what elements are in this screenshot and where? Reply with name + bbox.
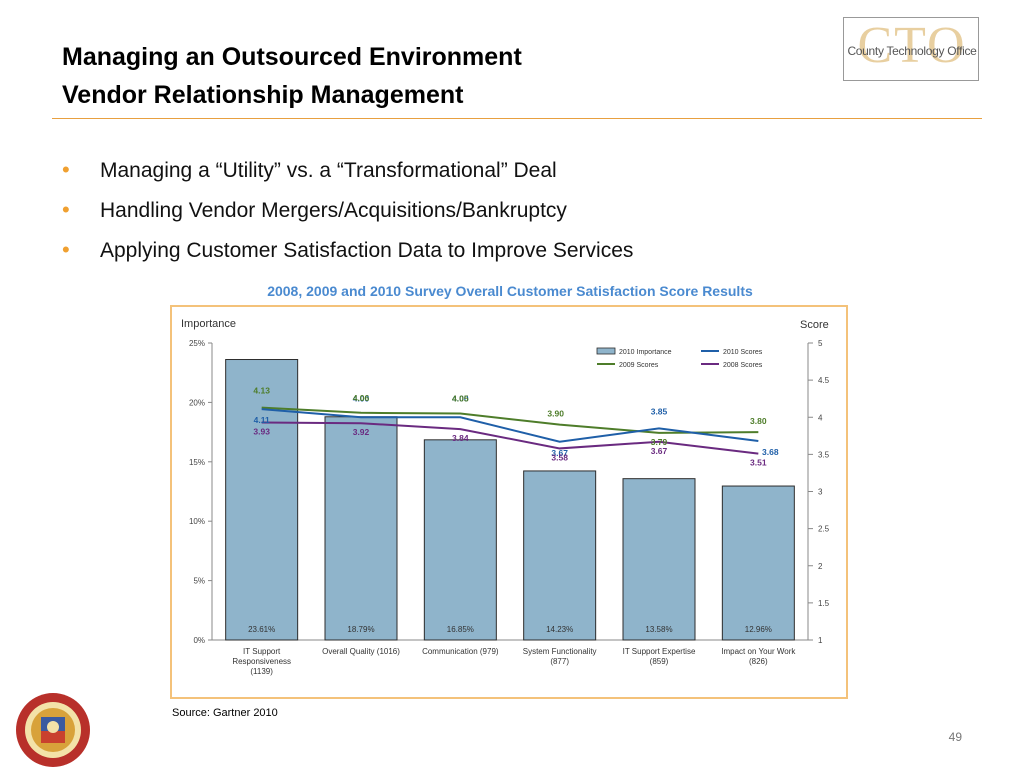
bar-value-label: 13.58% [645, 625, 672, 634]
data-label: 4.11 [254, 415, 270, 425]
x-tick-label: Impact on Your Work [721, 647, 796, 656]
y-axis-right-title: Score [800, 319, 829, 331]
bullet-list: • Managing a “Utility” vs. a “Transformat… [62, 150, 633, 270]
x-tick-label: System Functionality [523, 647, 597, 656]
y-tick-label-left: 0% [193, 636, 205, 645]
legend-label: 2009 Scores [619, 362, 659, 369]
x-tick-label: (826) [749, 657, 768, 666]
y-tick-label-right: 3.5 [818, 450, 830, 459]
bar-importance [721, 485, 795, 641]
y-tick-label-left: 20% [189, 398, 205, 407]
logo-text: County Technology Office [847, 44, 977, 58]
legend-label: 2010 Scores [723, 349, 763, 356]
slide-title: Managing an Outsourced Environment Vendo… [62, 38, 522, 114]
bar-value-label: 16.85% [447, 625, 474, 634]
series-line-2008-scores [261, 421, 759, 455]
data-label: 4.05 [452, 394, 469, 404]
x-tick-label: (1139) [250, 667, 273, 676]
chart-frame: Importance Score 0% 5% 10% 15% 20% 25% 1 1.5 2 2.5 3… [170, 305, 848, 699]
title-divider [52, 118, 982, 119]
bar-importance [622, 478, 696, 641]
y-tick-label-right: 2 [818, 562, 823, 571]
chart-title: 2008, 2009 and 2010 Survey Overall Custo… [267, 283, 753, 299]
legend-swatch [596, 347, 616, 355]
x-tick-label: Communication (979) [422, 647, 499, 656]
bar-value-label: 23.61% [248, 625, 275, 634]
data-label: 3.92 [353, 427, 370, 437]
bar-value-label: 18.79% [347, 625, 374, 634]
x-tick-label: (877) [550, 657, 569, 666]
data-label: 4.00 [452, 393, 469, 403]
title-line-1: Managing an Outsourced Environment [62, 43, 522, 71]
bar-importance [225, 359, 299, 641]
y-tick-label-right: 2.5 [818, 525, 830, 534]
bar-importance [423, 439, 497, 641]
title-line-2: Vendor Relationship Management [62, 81, 464, 109]
bullet-text: Managing a “Utility” vs. a “Transformati… [100, 159, 557, 182]
bullet-item: • Handling Vendor Mergers/Acquisitions/Ba… [62, 190, 633, 230]
data-label: 3.90 [547, 409, 564, 419]
bar-importance [324, 416, 398, 641]
data-label: 3.67 [551, 448, 568, 458]
bullet-icon: • [62, 157, 70, 182]
y-tick-label-right: 1.5 [818, 599, 830, 608]
y-axis-left-title: Importance [181, 318, 236, 330]
bar-value-label: 12.96% [745, 625, 772, 634]
y-tick-label-left: 10% [189, 517, 205, 526]
page-number: 49 [948, 730, 962, 744]
bullet-text: Applying Customer Satisfaction Data to I… [100, 239, 634, 262]
data-label: 4.00 [353, 393, 370, 403]
bullet-icon: • [62, 237, 70, 262]
x-tick-label: (859) [650, 657, 669, 666]
bar-value-label: 14.23% [546, 625, 573, 634]
y-tick-label-left: 15% [189, 458, 205, 467]
county-seal-icon [14, 691, 92, 774]
x-tick-label: Responsiveness [232, 657, 291, 666]
y-tick-label-left: 25% [189, 339, 205, 348]
bullet-icon: • [62, 197, 70, 222]
data-label: 3.51 [750, 458, 767, 468]
legend-label: 2010 Importance [619, 349, 672, 356]
data-label: 3.67 [651, 446, 668, 456]
data-label: 3.79 [651, 437, 668, 447]
legend-label: 2008 Scores [723, 362, 763, 369]
series-line-2009-scores [261, 406, 759, 434]
x-tick-label: IT Support [243, 647, 281, 656]
bullet-item: • Applying Customer Satisfaction Data to … [62, 230, 633, 270]
bullet-text: Handling Vendor Mergers/Acquisitions/Ban… [100, 199, 567, 222]
data-label: 3.85 [651, 406, 668, 416]
bullet-item: • Managing a “Utility” vs. a “Transformat… [62, 150, 633, 190]
data-label: 3.84 [452, 433, 469, 443]
data-label: 3.58 [551, 452, 568, 462]
data-label: 4.06 [353, 393, 370, 403]
y-tick-label-right: 5 [818, 339, 823, 348]
x-tick-label: IT Support Expertise [623, 647, 696, 656]
bar-importance [523, 470, 597, 641]
data-label: 3.80 [750, 416, 767, 426]
data-label: 3.93 [253, 426, 270, 436]
y-tick-label-right: 4 [818, 413, 823, 422]
y-tick-label-left: 5% [193, 577, 205, 586]
series-line-2010-scores [261, 408, 759, 443]
data-label: 3.68 [762, 447, 779, 457]
y-tick-label-right: 4.5 [818, 376, 830, 385]
cto-logo: CTO County Technology Office [843, 17, 979, 81]
x-tick-label: Overall Quality (1016) [322, 647, 400, 656]
y-tick-label-right: 1 [818, 636, 823, 645]
source-note: Source: Gartner 2010 [172, 707, 278, 719]
y-tick-label-right: 3 [818, 488, 823, 497]
logo-letters: CTO [857, 17, 967, 74]
data-label: 4.13 [253, 386, 270, 396]
chart-svg: Importance Score 0% 5% 10% 15% 20% 25% 1 1.5 2 2.5 3… [181, 318, 830, 676]
